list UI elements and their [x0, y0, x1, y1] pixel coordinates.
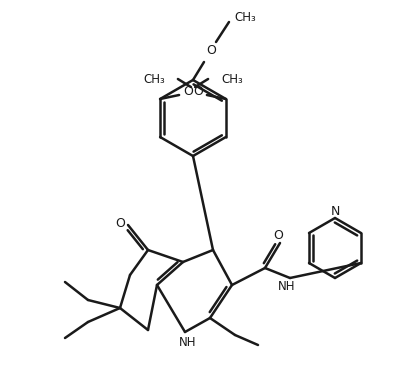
Text: O: O — [115, 217, 125, 230]
Text: NH: NH — [278, 280, 296, 293]
Text: O: O — [193, 84, 203, 97]
Text: CH₃: CH₃ — [234, 10, 256, 24]
Text: NH: NH — [179, 335, 197, 348]
Text: N: N — [330, 204, 340, 217]
Text: CH₃: CH₃ — [143, 73, 165, 86]
Text: O: O — [206, 44, 216, 57]
Text: O: O — [273, 228, 283, 241]
Text: O: O — [183, 84, 193, 97]
Text: CH₃: CH₃ — [221, 73, 243, 86]
